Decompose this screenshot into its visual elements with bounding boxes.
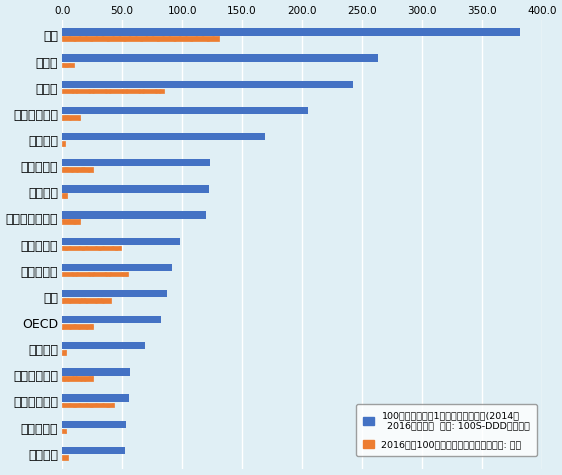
Bar bbox=[62, 350, 66, 355]
Bar bbox=[62, 446, 125, 454]
Bar bbox=[62, 246, 121, 250]
Legend: 100万人に対する1日当たりの処方量(2014～
  2016年の平均  単位: 100S-DDD（注））, 2016年の100万人当たりの死亡数（単位: 人）: 100万人に対する1日当たりの処方量(2014～ 2016年の平均 単位: 10… bbox=[356, 405, 537, 456]
Bar bbox=[62, 185, 209, 192]
Bar bbox=[62, 141, 65, 146]
Bar bbox=[62, 264, 172, 271]
Bar bbox=[62, 63, 74, 67]
Bar bbox=[62, 238, 180, 245]
Bar bbox=[62, 89, 164, 94]
Bar bbox=[62, 368, 130, 376]
Bar bbox=[62, 133, 265, 140]
Bar bbox=[62, 420, 126, 428]
Bar bbox=[62, 290, 167, 297]
Bar bbox=[62, 376, 93, 381]
Bar bbox=[62, 37, 219, 41]
Bar bbox=[62, 55, 378, 62]
Bar bbox=[62, 193, 67, 198]
Bar bbox=[62, 342, 144, 350]
Bar bbox=[62, 324, 93, 329]
Bar bbox=[62, 402, 114, 407]
Bar bbox=[62, 316, 161, 323]
Bar bbox=[62, 211, 206, 218]
Bar bbox=[62, 167, 93, 172]
Bar bbox=[62, 455, 68, 459]
Bar bbox=[62, 219, 80, 224]
Bar bbox=[62, 428, 66, 433]
Bar bbox=[62, 81, 353, 88]
Bar bbox=[62, 115, 80, 120]
Bar bbox=[62, 272, 128, 276]
Bar bbox=[62, 394, 129, 402]
Bar bbox=[62, 159, 210, 166]
Bar bbox=[62, 107, 307, 114]
Bar bbox=[62, 298, 111, 303]
Bar bbox=[62, 28, 520, 36]
